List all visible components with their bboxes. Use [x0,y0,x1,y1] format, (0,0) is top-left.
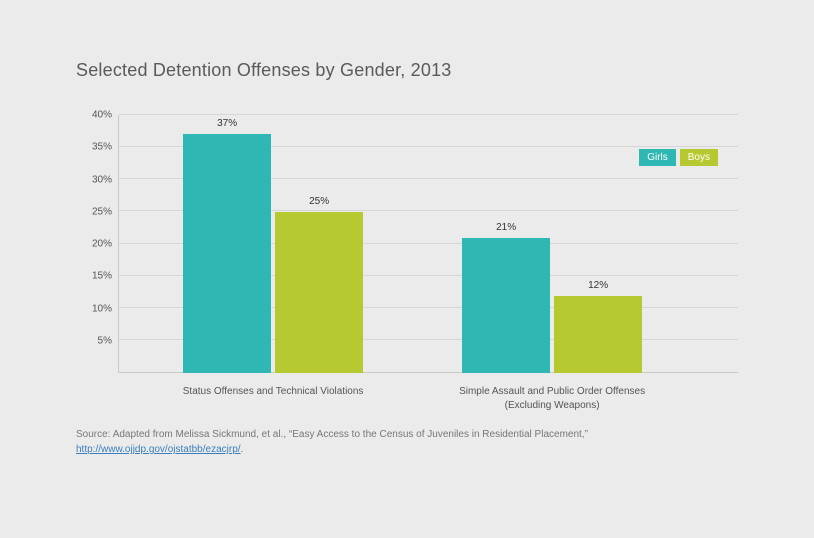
legend-item: Girls [639,149,676,166]
legend: GirlsBoys [639,149,718,166]
bar-boys: 12% [554,296,642,373]
bar-group: 37%25%Status Offenses and Technical Viol… [183,115,363,373]
legend-item: Boys [680,149,718,166]
bar-boys: 25% [275,212,363,373]
y-tick-label: 15% [76,271,112,282]
bar-value-label: 25% [275,196,363,207]
y-tick-label: 20% [76,239,112,250]
bar-value-label: 21% [462,222,550,233]
y-tick-label: 10% [76,303,112,314]
bar-girls: 21% [462,238,550,373]
bar-value-label: 37% [183,118,271,129]
y-tick-label: 25% [76,206,112,217]
y-tick-label: 35% [76,142,112,153]
bar-girls: 37% [183,134,271,373]
chart-plot: 37%25%Status Offenses and Technical Viol… [118,115,738,373]
bar-value-label: 12% [554,280,642,291]
source-suffix: . [241,444,244,455]
chart-container: Selected Detention Offenses by Gender, 2… [0,0,814,487]
chart-wrap: 37%25%Status Offenses and Technical Viol… [104,115,738,373]
y-tick-label: 30% [76,174,112,185]
category-label: Simple Assault and Public Order Offenses… [422,373,682,412]
source-text: Source: Adapted from Melissa Sickmund, e… [76,429,588,440]
y-tick-label: 40% [76,110,112,121]
category-label: Status Offenses and Technical Violations [143,373,403,399]
bar-group: 21%12%Simple Assault and Public Order Of… [462,115,642,373]
source-citation: Source: Adapted from Melissa Sickmund, e… [76,427,738,457]
y-tick-label: 5% [76,335,112,346]
source-link[interactable]: http://www.ojjdp.gov/ojstatbb/ezacjrp/ [76,444,241,455]
chart-title: Selected Detention Offenses by Gender, 2… [76,60,738,81]
